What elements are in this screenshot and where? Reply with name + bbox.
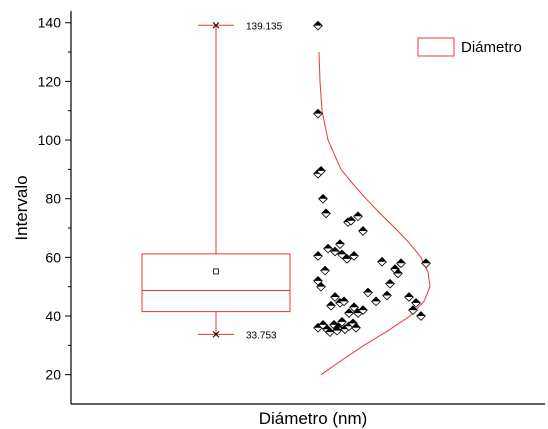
y-tick-label: 80: [45, 191, 61, 207]
legend: Diámetro: [417, 37, 522, 57]
y-tick-label: 60: [45, 249, 61, 265]
data-point: [358, 305, 368, 316]
legend-swatch: [417, 37, 455, 57]
data-point: [330, 246, 340, 257]
min-marker: [212, 330, 220, 338]
data-point: [377, 256, 387, 267]
data-point: [318, 193, 328, 204]
data-point: [313, 251, 323, 261]
data-point: [353, 211, 363, 222]
data-point: [411, 297, 421, 308]
x-mark-stroke: [212, 21, 220, 29]
y-axis-title: Intervalo: [12, 175, 31, 240]
data-point: [421, 258, 431, 269]
data-point: [351, 322, 361, 333]
data-points: [313, 20, 431, 338]
y-tick-label: 40: [45, 308, 61, 324]
data-point: [358, 226, 368, 236]
data-point: [316, 281, 326, 292]
y-tick-label: 120: [38, 73, 62, 89]
data-point: [393, 268, 403, 279]
data-point: [385, 278, 395, 289]
mean-marker: [213, 268, 219, 275]
data-point: [342, 253, 352, 264]
max-marker: [212, 21, 220, 29]
data-point: [363, 287, 373, 298]
data-point: [404, 292, 414, 302]
data-point: [344, 308, 354, 318]
box-plot: 139.135 33.753: [141, 21, 291, 341]
y-tick-label: 140: [38, 15, 62, 31]
y-axis-ticks: [65, 22, 71, 376]
data-point: [346, 215, 356, 226]
x-mark-stroke: [212, 330, 220, 338]
data-point: [382, 290, 392, 301]
box-iqr: [141, 253, 291, 313]
y-tick-label: 100: [38, 132, 62, 148]
data-point: [313, 20, 323, 31]
data-point: [396, 258, 406, 269]
data-point: [349, 251, 359, 261]
data-point: [320, 265, 330, 276]
x-axis-title: Diámetro (nm): [259, 409, 368, 428]
plot-frame: [70, 11, 545, 405]
y-tick-label: 20: [45, 367, 61, 383]
data-point: [416, 311, 426, 321]
data-point: [371, 296, 381, 307]
data-point: [335, 239, 345, 250]
max-value-label: 139.135: [246, 21, 283, 32]
min-value-label: 33.753: [246, 330, 277, 341]
data-point: [337, 317, 347, 327]
data-point: [349, 302, 359, 313]
data-point: [316, 165, 326, 176]
data-point: [323, 243, 333, 254]
y-axis-tick-labels: 20 40 60 80 100 120 140: [38, 15, 62, 383]
data-point: [408, 305, 418, 316]
data-point: [313, 108, 323, 119]
data-point: [339, 296, 349, 307]
data-point: [321, 208, 331, 219]
data-point: [337, 249, 347, 260]
distribution-curve: [318, 52, 431, 376]
legend-label: Diámetro: [461, 39, 522, 56]
data-point: [330, 292, 340, 302]
data-point: [326, 300, 336, 311]
data-point: [332, 325, 342, 336]
